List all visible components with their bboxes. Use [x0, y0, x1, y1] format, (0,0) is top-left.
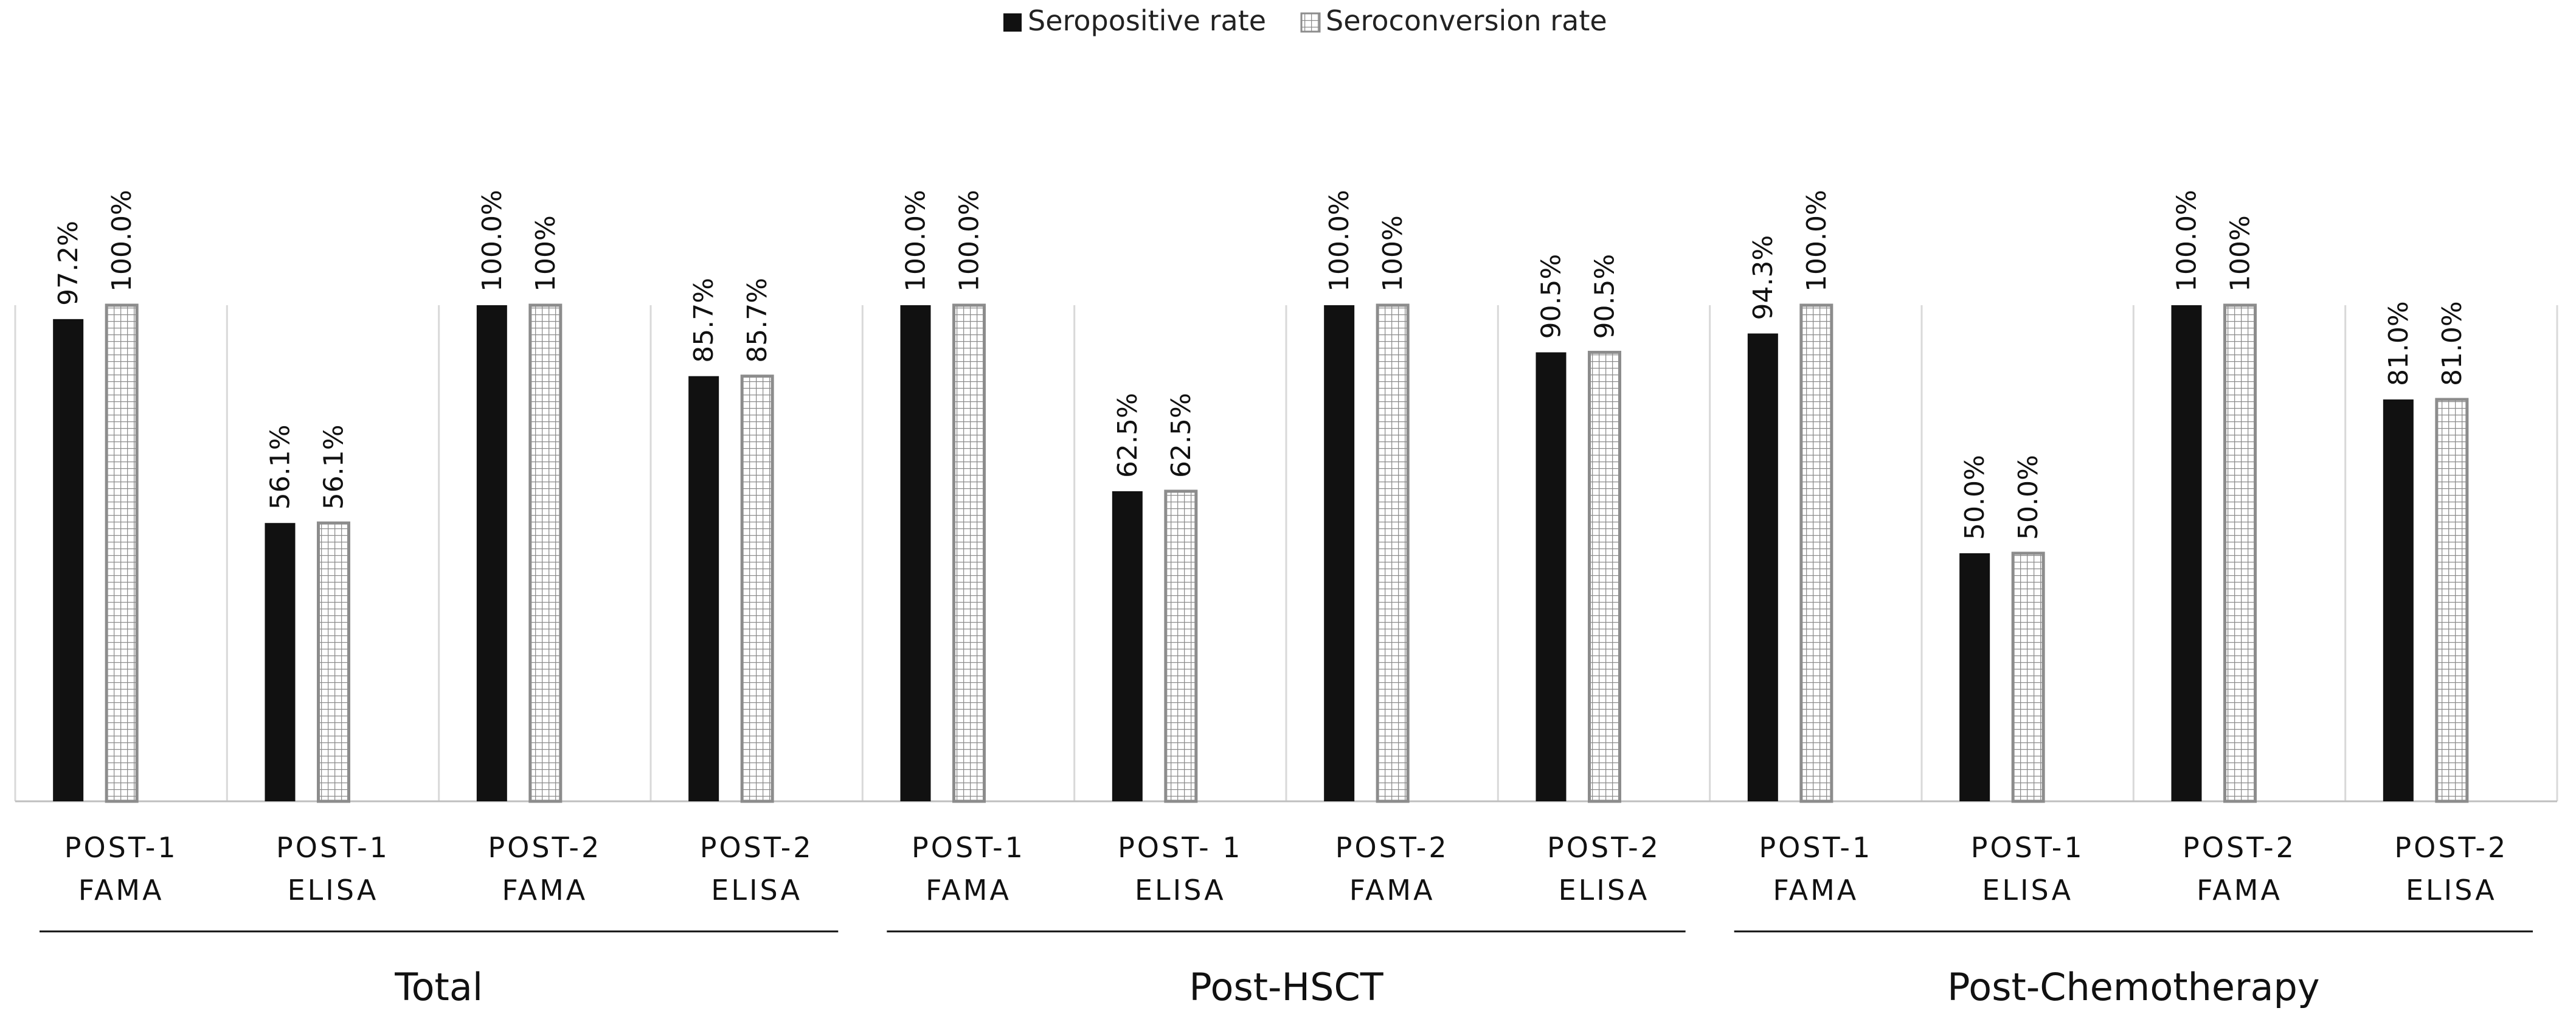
x-tick-label: POST-2	[700, 831, 814, 864]
data-label: 100.0%	[477, 190, 508, 292]
data-label: 97.2%	[53, 221, 84, 306]
x-tick-label: ELISA	[711, 874, 802, 906]
data-label: 85.7%	[742, 278, 773, 363]
data-label: 50.0%	[2013, 455, 2044, 540]
bar-seropositive	[900, 305, 931, 801]
data-label: 90.5%	[1590, 254, 1621, 339]
x-tick-label: POST-1	[1759, 831, 1872, 864]
bar-seroconversion	[952, 303, 986, 803]
x-tick-label: POST-1	[276, 831, 390, 864]
x-tick-label: POST-1	[1971, 831, 2085, 864]
data-label: 85.7%	[688, 278, 719, 363]
x-tick-label: ELISA	[288, 874, 379, 906]
data-label: 100.0%	[2172, 190, 2203, 292]
x-tick-label: POST-2	[488, 831, 601, 864]
x-tick-label: FAMA	[502, 874, 587, 906]
x-axis-ticks: POST-1 FAMA POST-1 ELISA POST-2 FAMA POST-2 ELI…	[64, 831, 2508, 906]
data-label: 62.5%	[1112, 393, 1143, 478]
x-tick-label: POST-2	[1335, 831, 1449, 864]
bar-seroconversion	[1799, 303, 1833, 803]
bar-seroconversion	[2435, 398, 2469, 803]
group-label: Total	[394, 965, 483, 1009]
bar-seroconversion	[1164, 489, 1198, 803]
bar-seropositive	[265, 523, 296, 801]
data-label: 50.0%	[1959, 455, 1990, 540]
bar-seroconversion	[1376, 303, 1410, 803]
legend-swatch-seroconversion	[1300, 12, 1321, 33]
bar-seroconversion	[317, 521, 350, 803]
bar-seropositive	[1959, 553, 1990, 801]
bar-seropositive	[688, 376, 719, 801]
legend-swatch-seropositive	[1003, 13, 1022, 32]
x-tick-label: FAMA	[1349, 874, 1435, 906]
bar-seroconversion	[2223, 303, 2257, 803]
x-tick-label: POST-2	[2394, 831, 2508, 864]
data-label: 100%	[530, 215, 561, 292]
x-tick-label: POST-2	[2183, 831, 2296, 864]
bar-seropositive	[1112, 491, 1143, 801]
x-tick-label: POST-2	[1547, 831, 1661, 864]
bar-seroconversion	[2011, 551, 2045, 803]
bar-seropositive	[2171, 305, 2202, 801]
group-label: Post-HSCT	[1189, 965, 1383, 1009]
x-tick-label: POST-1	[912, 831, 1025, 864]
bar-seropositive	[1536, 352, 1567, 801]
bars	[53, 303, 2469, 803]
data-label: 56.1%	[319, 424, 350, 509]
data-label: 90.5%	[1536, 254, 1567, 339]
data-label: 56.1%	[265, 424, 296, 509]
bar-seropositive	[53, 319, 84, 801]
x-tick-label: FAMA	[926, 874, 1011, 906]
legend-label: Seroconversion rate	[1326, 4, 1607, 37]
x-tick-label: ELISA	[1982, 874, 2073, 906]
bar-seroconversion	[528, 303, 563, 803]
x-tick-label: FAMA	[2197, 874, 2282, 906]
x-tick-label: ELISA	[1559, 874, 1650, 906]
group-axis: Total Post-HSCT Post-Chemotherapy	[40, 930, 2533, 1009]
bar-seropositive	[1324, 305, 1355, 801]
data-label: 100.0%	[1324, 190, 1355, 292]
data-label: 100%	[2225, 215, 2256, 292]
x-tick-label: ELISA	[1135, 874, 1226, 906]
data-label: 100.0%	[1801, 190, 1832, 292]
bar-seropositive	[1747, 333, 1778, 801]
x-tick-label: ELISA	[2406, 874, 2497, 906]
data-label: 100.0%	[901, 190, 932, 292]
value-labels: 97.2% 100.0% 56.1% 56.1% 100.0% 100% 85.7% 85.7…	[53, 190, 2468, 540]
bar-seropositive	[476, 305, 507, 801]
data-label: 81.0%	[2383, 301, 2414, 386]
bar-seropositive	[2383, 399, 2414, 801]
group-label: Post-Chemotherapy	[1947, 965, 2319, 1009]
x-tick-label: FAMA	[1773, 874, 1858, 906]
data-label: 100.0%	[106, 190, 137, 292]
x-tick-label: POST- 1	[1118, 831, 1243, 864]
data-label: 100.0%	[954, 190, 985, 292]
bar-seroconversion	[740, 375, 774, 803]
x-tick-label: POST-1	[64, 831, 178, 864]
x-tick-label: FAMA	[78, 874, 164, 906]
bar-seroconversion	[1588, 351, 1621, 803]
data-label: 81.0%	[2437, 301, 2468, 386]
legend-label: Seropositive rate	[1028, 4, 1266, 37]
bar-seroconversion	[105, 303, 139, 803]
data-label: 62.5%	[1166, 393, 1197, 478]
gridlines	[14, 305, 2558, 803]
data-label: 94.3%	[1748, 235, 1779, 320]
legend: Seropositive rate Seroconversion rate	[1003, 4, 1607, 37]
data-label: 100%	[1377, 215, 1408, 292]
